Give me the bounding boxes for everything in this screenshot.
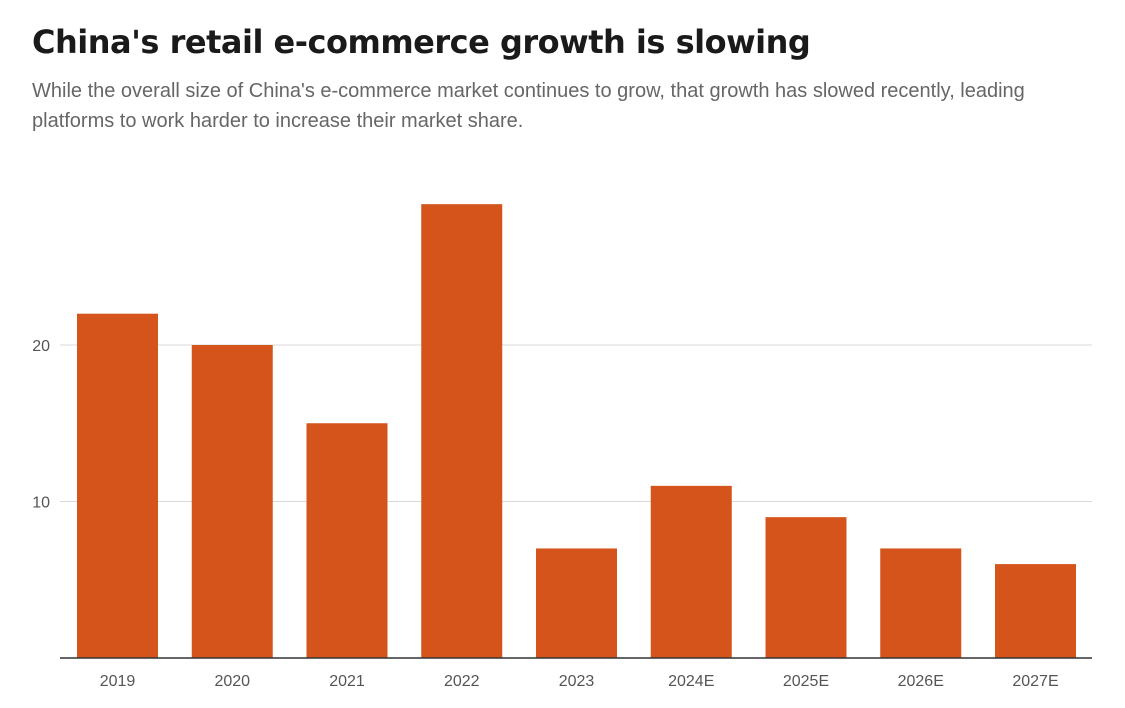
chart-subtitle: While the overall size of China's e-comm… <box>32 80 1025 132</box>
x-axis-ticks: 2019 2020 2021 2022 2023 2024E 2025E 2026E 2027E <box>100 673 1059 690</box>
x-tick-label: 2020 <box>214 673 250 690</box>
x-tick-label: 2024E <box>668 673 714 690</box>
y-axis-ticks: 10 20 <box>32 338 50 512</box>
bar-2020 <box>191 345 273 658</box>
x-tick-label: 2027E <box>1012 673 1058 690</box>
x-tick-label: 2019 <box>100 673 136 690</box>
x-tick-label: 2021 <box>329 673 365 690</box>
x-tick-label: 2026E <box>898 673 944 690</box>
y-tick-label: 10 <box>32 495 50 512</box>
chart-header: China's retail e-commerce growth is slow… <box>32 18 1092 136</box>
x-tick-label: 2022 <box>444 673 480 690</box>
bar-2019 <box>77 313 158 658</box>
bar-2023 <box>536 548 617 658</box>
bar-2026E <box>880 548 962 658</box>
y-tick-label: 20 <box>32 338 50 355</box>
x-tick-label: 2025E <box>783 673 829 690</box>
bar-2022 <box>421 204 503 658</box>
bar-2024E <box>650 485 732 658</box>
chart-title: China's retail e-commerce growth is slow… <box>32 23 811 61</box>
bar-2025E <box>765 517 847 658</box>
bar-2027E <box>995 564 1076 658</box>
bars <box>77 204 1076 658</box>
x-tick-label: 2023 <box>559 673 595 690</box>
bar-2021 <box>306 423 388 658</box>
